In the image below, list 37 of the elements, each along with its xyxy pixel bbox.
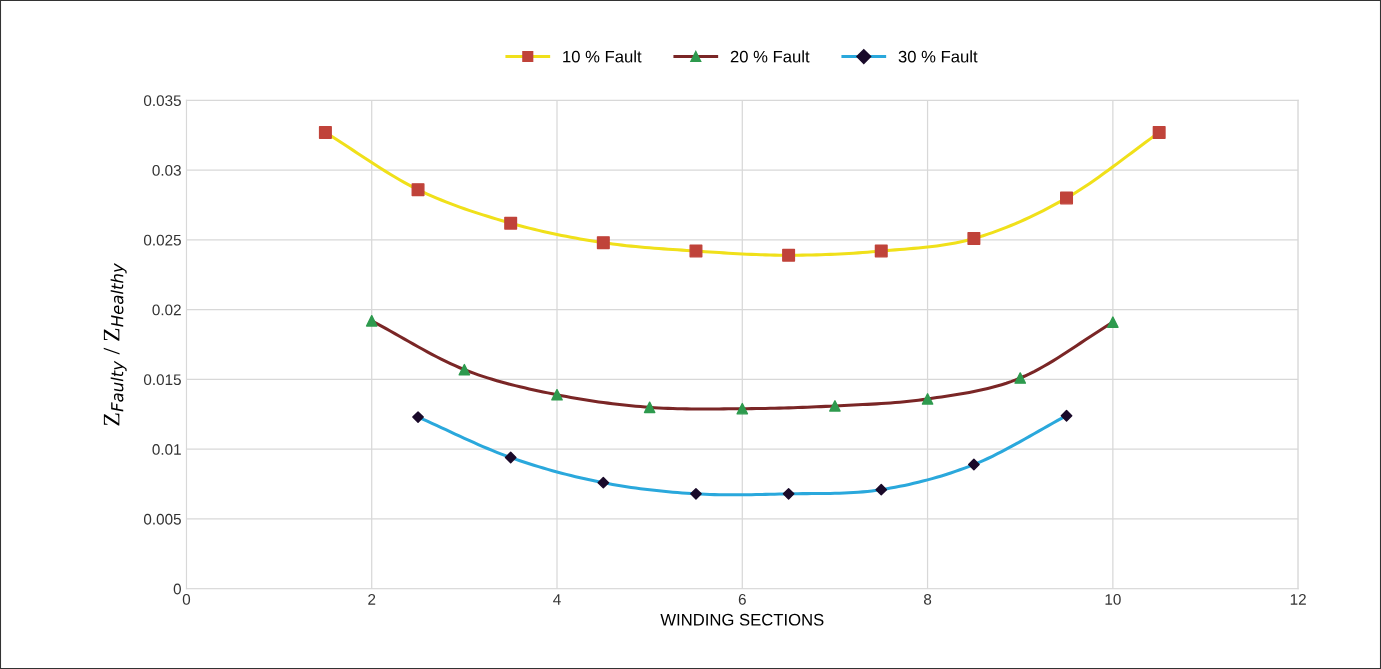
point — [875, 483, 888, 496]
point — [597, 476, 610, 489]
point — [690, 487, 702, 500]
y-tick-label: 0.005 — [143, 513, 181, 525]
x-tick-label: 8 — [923, 593, 932, 605]
y-tick-label: 0.03 — [152, 164, 181, 176]
point — [736, 402, 749, 415]
point — [921, 393, 934, 405]
point — [968, 458, 980, 471]
x-tick-label: 4 — [553, 594, 561, 605]
point — [829, 400, 841, 412]
y-tick-label: 0.02 — [152, 304, 181, 316]
point — [365, 314, 378, 327]
x-axis-title: WINDING SECTIONS — [660, 613, 824, 626]
point — [458, 363, 471, 376]
point — [504, 451, 517, 464]
x-tick-label: 6 — [738, 593, 746, 605]
x-tick-label: 0 — [182, 593, 191, 605]
legend-label: 20 % Fault — [730, 50, 810, 63]
legend-label: 10 % Fault — [563, 50, 642, 63]
x-tick-label: 12 — [1290, 593, 1306, 605]
legend-label: 30 % Fault — [898, 50, 978, 63]
y-tick-label: 0.01 — [152, 444, 181, 455]
y-tick-label: 0.035 — [143, 95, 181, 107]
x-tick-label: 10 — [1105, 593, 1121, 605]
point — [551, 388, 563, 401]
point — [1060, 409, 1073, 422]
point — [782, 487, 795, 500]
y-axis-title: Z$_{Faulty}$ / Z$_{Healthy}$ — [103, 263, 127, 426]
y-tick-label: 0 — [173, 583, 181, 595]
point — [412, 411, 424, 423]
point — [1107, 316, 1119, 329]
point — [1014, 372, 1027, 384]
x-tick-label: 2 — [368, 593, 376, 605]
point — [643, 401, 656, 414]
y-tick-label: 0.015 — [143, 374, 181, 386]
y-tick-label: 0.025 — [143, 234, 181, 246]
